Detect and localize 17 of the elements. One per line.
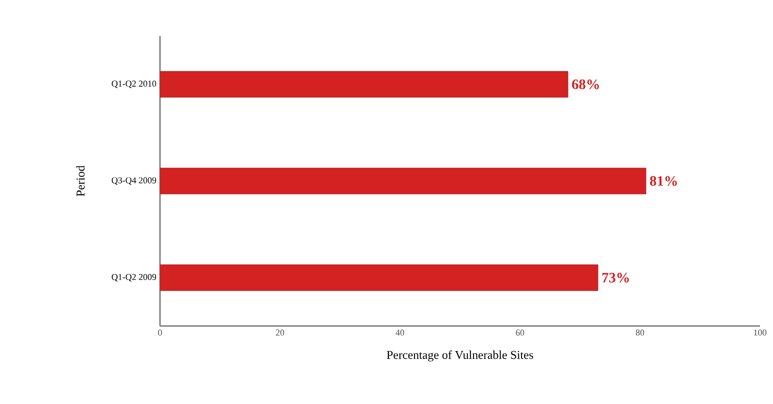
x-axis-title: Percentage of Vulnerable Sites <box>386 350 534 362</box>
x-tick-label: 20 <box>276 330 284 336</box>
bar <box>160 71 568 98</box>
y-axis-title: Period <box>76 166 85 196</box>
y-tick-label: Q3-Q4 2009 <box>112 177 156 185</box>
x-tick-label: 100 <box>754 330 766 336</box>
data-label: 73% <box>602 272 629 283</box>
bar <box>160 168 646 194</box>
data-label: 68% <box>572 79 599 90</box>
x-tick-label: 0 <box>158 330 162 336</box>
data-label: 81% <box>650 176 677 186</box>
y-tick-label: Q1-Q2 2009 <box>112 274 156 282</box>
x-tick-label: 80 <box>636 330 644 336</box>
y-tick-label: Q1-Q2 2010 <box>112 80 156 88</box>
x-tick-label: 60 <box>516 330 524 336</box>
x-tick-label: 40 <box>396 330 404 336</box>
bar <box>160 264 598 291</box>
